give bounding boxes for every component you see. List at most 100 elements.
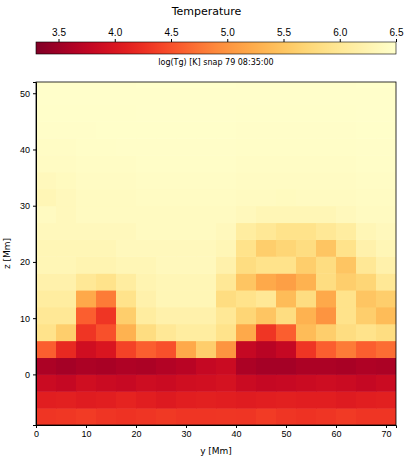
plot: 01020304050607001020304050 [20,71,397,440]
cell [296,256,317,273]
cell [276,256,297,273]
cell [256,341,277,358]
cell [96,138,117,155]
cell [316,341,337,358]
y-tick: 50 [20,89,36,99]
cell [236,273,257,290]
y-tick: 10 [20,314,36,324]
cell [296,104,317,121]
cell [176,374,197,391]
cell [236,121,257,138]
x-tick-label: 20 [131,429,141,439]
cell [316,206,337,223]
cell [96,88,117,105]
cell [36,358,57,375]
cell [216,341,237,358]
cell [36,256,57,273]
cell [216,189,237,206]
y-tick-label: 20 [20,257,30,267]
y-tick-label: 0 [25,370,30,380]
cell [296,341,317,358]
cell [116,391,137,408]
cell [156,374,177,391]
cell [56,290,77,307]
x-tick-label: 40 [231,429,241,439]
x-axis-title: y [Mm] [200,446,232,456]
y-tick-mark [33,93,36,94]
cell [76,155,97,172]
x-tick-mark [186,425,187,428]
cell [256,391,277,408]
cell [216,104,237,121]
cell [156,324,177,341]
cell [296,324,317,341]
cell [196,341,217,358]
cell [256,290,277,307]
cell [336,104,357,121]
y-tick: 20 [20,257,36,267]
cell [196,206,217,223]
cell [236,138,257,155]
cell [96,206,117,223]
colorbar [36,42,396,54]
cell [116,155,137,172]
colorbar-tick: 6.0 [333,27,347,42]
x-tick: 0 [34,425,39,439]
cell [256,358,277,375]
cell [236,408,257,425]
cell [276,189,297,206]
x-tick: 10 [81,425,91,439]
cell [176,290,197,307]
cell [316,189,337,206]
cell [196,374,217,391]
cell [156,121,177,138]
cell [296,273,317,290]
cell [336,172,357,189]
cells [36,82,396,425]
cell [236,82,257,88]
cell [336,206,357,223]
cell [296,239,317,256]
cell [76,223,97,240]
cell [376,88,396,105]
cell [76,256,97,273]
cell [136,121,157,138]
x-tick: 70 [381,425,391,439]
cell [276,82,297,88]
cell [176,206,197,223]
cell [36,374,57,391]
cell [56,172,77,189]
cell [36,189,57,206]
cell [276,374,297,391]
cell [76,341,97,358]
cell [96,341,117,358]
cell [36,341,57,358]
cell [76,358,97,375]
cell [316,82,337,88]
cell [376,223,396,240]
cell [136,189,157,206]
cell [56,121,77,138]
cell [296,189,317,206]
cell [256,408,277,425]
cell [236,341,257,358]
cell [316,324,337,341]
cell [196,239,217,256]
cell [156,239,177,256]
y-axis-title: z [Mm] [2,238,12,269]
cell [276,138,297,155]
cell [356,189,377,206]
cell [296,307,317,324]
cell [256,189,277,206]
cell [196,82,217,88]
colorbar-axis: 3.54.04.55.05.56.06.5 [52,27,404,42]
cell [216,324,237,341]
cell [136,223,157,240]
cell [336,82,357,88]
cell [276,239,297,256]
cell [256,256,277,273]
cell [136,256,157,273]
cell [156,223,177,240]
cell [56,324,77,341]
cell [196,189,217,206]
